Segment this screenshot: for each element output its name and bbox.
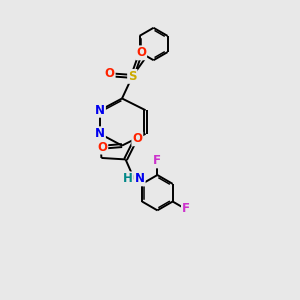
Text: N: N (95, 127, 105, 140)
Text: O: O (132, 132, 142, 145)
Text: O: O (105, 67, 115, 80)
Text: O: O (136, 46, 146, 59)
Text: H: H (123, 172, 133, 185)
Text: N: N (135, 172, 145, 185)
Text: O: O (97, 141, 107, 154)
Text: S: S (128, 70, 136, 83)
Text: F: F (182, 202, 190, 215)
Text: N: N (95, 104, 105, 117)
Text: F: F (153, 154, 161, 167)
